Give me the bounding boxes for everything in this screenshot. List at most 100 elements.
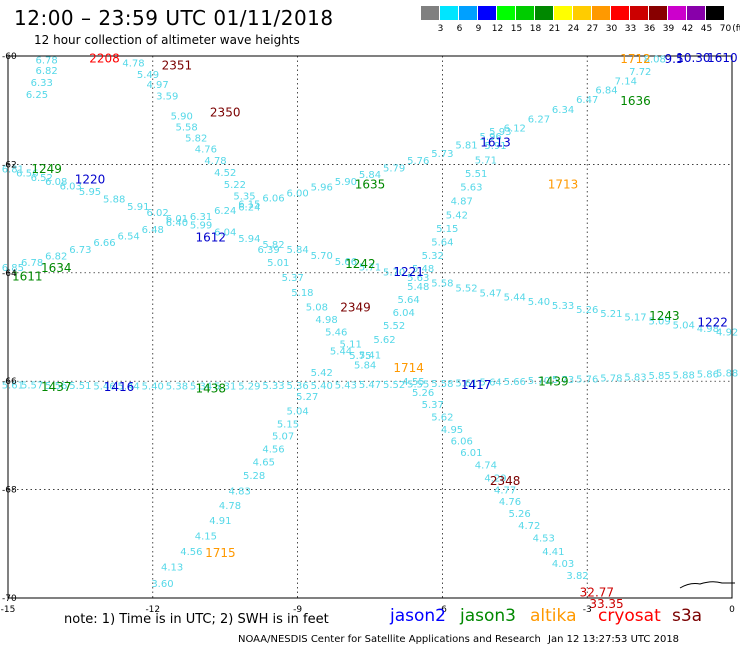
swh-value: 4.15 (195, 532, 217, 543)
swh-value: 4.83 (229, 487, 251, 498)
swh-value: 5.91 (127, 202, 149, 213)
swh-value: 4.65 (253, 457, 275, 468)
swh-value: 4.74 (475, 461, 497, 472)
swh-value: 6.34 (552, 105, 574, 116)
swh-value: 5.15 (436, 224, 458, 235)
track-northeast: 6.856.786.826.736.666.546.486.406.316.24… (2, 55, 666, 274)
swh-value: 5.33 (552, 301, 574, 312)
swh-value: 4.76 (499, 497, 521, 508)
map-subtitle: 12 hour collection of altimeter wave hei… (34, 33, 300, 47)
colorbar-label: 39 (662, 24, 675, 34)
colorbar-label: 45 (700, 24, 713, 34)
swh-value: 5.55 (407, 379, 429, 390)
swh-value: 5.73 (552, 375, 574, 386)
swh-value: 6.03 (60, 182, 82, 193)
pass-time-label: 1611 (12, 270, 43, 284)
swh-value: 5.88 (673, 371, 695, 382)
swh-value: 5.52 (383, 321, 405, 332)
swh-value: 5.26 (508, 509, 530, 520)
swh-value: 5.56 (45, 381, 67, 392)
coastline-icon (679, 581, 735, 589)
pass-time-label: 1634 (41, 261, 72, 275)
swh-value: 5.79 (383, 164, 405, 175)
swh-value: 6.27 (528, 114, 550, 125)
swh-value: 5.40 (311, 381, 333, 392)
swh-value: 5.26 (576, 305, 598, 316)
swh-value: 5.90 (335, 177, 357, 188)
swh-value: 5.81 (455, 140, 477, 151)
pass-time-label: 1713 (548, 177, 579, 191)
swh-value: 5.86 (697, 370, 719, 381)
colorbar-swatch (706, 6, 725, 20)
swh-value: 5.52 (383, 380, 405, 391)
swh-value: 5.76 (407, 156, 429, 167)
pass-time-label: 1416 (104, 380, 135, 394)
swh-value: 5.61 (2, 380, 24, 391)
swh-value: 4.77 (494, 486, 516, 497)
track-east-upper: 6.816.566.526.086.035.955.885.916.026.01… (2, 165, 739, 339)
swh-value: 5.61 (455, 378, 477, 389)
swh-value: 5.58 (431, 279, 453, 290)
legend-cryosat: cryosat (598, 606, 661, 626)
altimeter-tracks: 6.816.566.526.086.035.955.885.916.026.01… (2, 55, 739, 590)
colorbar-label: 33 (624, 24, 637, 34)
legend-jason2: jason2 (390, 606, 446, 626)
swh-value: 6.52 (31, 173, 53, 184)
swh-value: 6.33 (31, 78, 53, 89)
pass-time-label: 1439 (538, 375, 569, 389)
swh-value: 5.85 (648, 371, 670, 382)
swh-value: 6.84 (595, 86, 617, 97)
swh-value: 5.31 (214, 382, 236, 393)
swh-value: 5.75 (349, 351, 371, 362)
swh-value: 5.44 (118, 382, 140, 393)
swh-value: 5.82 (262, 240, 284, 251)
swh-value: 5.93 (489, 127, 511, 138)
swh-value: 5.96 (311, 183, 333, 194)
swh-value: 4.87 (451, 197, 473, 208)
swh-value: 5.83 (624, 372, 646, 383)
swh-value: 5.84 (354, 360, 376, 371)
colorbar-swatch (421, 6, 440, 20)
swh-value: 6.06 (262, 193, 284, 204)
swh-value: 4.76 (195, 145, 217, 156)
swh-value: 5.21 (600, 309, 622, 320)
pass-time-label: 1712 (620, 52, 651, 66)
swh-value: 4.97 (146, 80, 168, 91)
colorbar-label: 12 (491, 24, 504, 34)
swh-value: 6.24 (214, 206, 236, 217)
swh-value: 5.58 (431, 379, 453, 390)
colorbar-swatch (611, 6, 630, 20)
footer-note: note: 1) Time is in UTC; 2) SWH is in fe… (64, 612, 329, 627)
swh-value: 5.34 (190, 382, 212, 393)
swh-value: 3.60 (151, 579, 173, 590)
swh-value: 6.39 (258, 245, 280, 256)
swh-value: 5.64 (431, 237, 453, 248)
swh-value: 6.78 (21, 258, 43, 269)
lat-tick-label: -68 (2, 486, 17, 496)
swh-value: 5.18 (291, 288, 313, 299)
lon-tick-label: 0 (729, 605, 735, 615)
swh-value: 5.48 (407, 282, 429, 293)
track-southwest: 5.44 5.62 5.52 6.04 5.64 5.48 5.48 5.32 5.64 5.15… (151, 127, 511, 590)
track-east-lower: 5.615.57 5.56 5.51 5.46 5.44 5.40 5.38 5.34 5.31… (2, 369, 739, 393)
swh-value: 5.37 (422, 400, 444, 411)
swh-value: 5.94 (238, 234, 260, 245)
pass-time-label: 1220 (75, 172, 106, 186)
axis-labels: -60 -62 -64 -66 -68 -70-15 -12 -9 -6 -3 0 (1, 52, 735, 615)
legend-jason3: jason3 (460, 606, 516, 626)
swh-value: 4.13 (161, 563, 183, 574)
pass-time-label: 2351 (162, 59, 193, 73)
colorbar-label: 24 (567, 24, 580, 34)
swh-value: 4.78 (122, 59, 144, 70)
track-northwest-corner: 6.786.826.336.25 (26, 55, 58, 101)
swh-value: 3.59 (156, 92, 178, 103)
swh-value: 6.47 (576, 95, 598, 106)
swh-value: 5.57 (21, 380, 43, 391)
swh-value: 7.72 (629, 67, 651, 78)
swh-value: 6.08 (45, 177, 67, 188)
pass-time-label: 1613 (480, 136, 511, 150)
swh-value: 6.82 (45, 251, 67, 262)
swh-value: 5.38 (166, 382, 188, 393)
colorbar-swatch (440, 6, 459, 20)
